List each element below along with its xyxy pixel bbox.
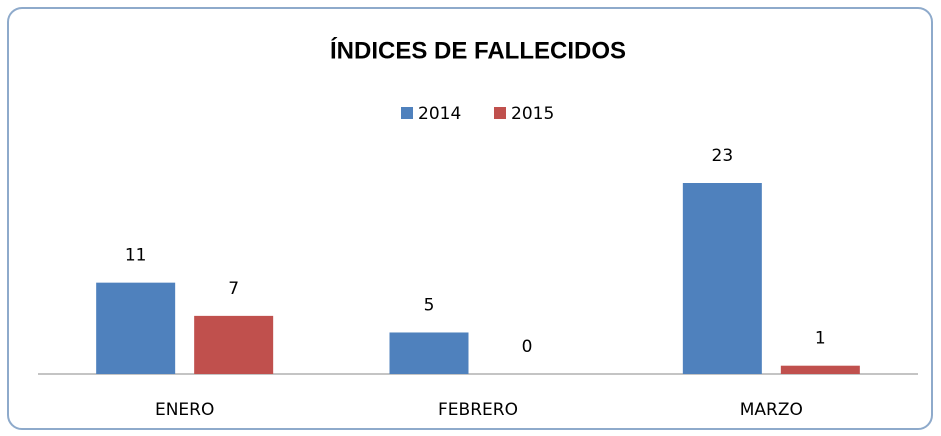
data-label: 1 (815, 329, 826, 349)
legend-label: 2014 (418, 104, 461, 124)
chart-title: ÍNDICES DE FALLECIDOS (330, 36, 626, 64)
bar (194, 315, 274, 374)
data-label: 7 (228, 279, 239, 299)
legend-swatch (494, 107, 506, 119)
data-label: 0 (522, 337, 533, 357)
data-label: 23 (712, 146, 734, 166)
x-tick-label: ENERO (155, 400, 214, 420)
data-label: 5 (424, 295, 435, 315)
legend-swatch (401, 107, 413, 119)
bar (682, 183, 762, 374)
bar (389, 332, 469, 374)
x-tick-label: FEBRERO (438, 400, 518, 420)
data-label: 11 (125, 246, 147, 266)
x-tick-label: MARZO (740, 400, 803, 420)
bar (780, 365, 860, 374)
legend-label: 2015 (511, 104, 554, 124)
bar (96, 282, 176, 374)
